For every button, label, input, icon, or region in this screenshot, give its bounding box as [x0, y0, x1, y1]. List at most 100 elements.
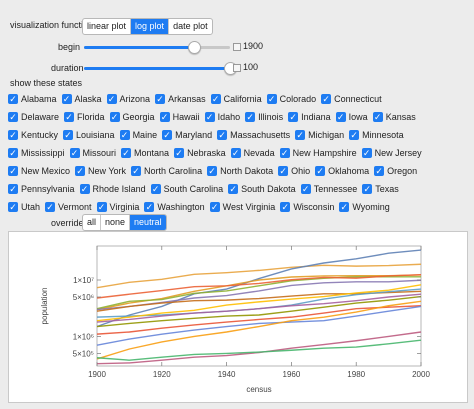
override-option-neutral[interactable]: neutral — [129, 215, 166, 230]
checkmark-icon[interactable]: ✓ — [155, 94, 166, 104]
state-checkbox[interactable]: ✓ Wyoming — [339, 202, 390, 212]
checkmark-icon[interactable]: ✓ — [339, 202, 350, 212]
state-checkbox[interactable]: ✓ North Carolina — [131, 166, 202, 176]
checkmark-icon[interactable]: ✓ — [210, 94, 221, 104]
state-checkbox[interactable]: ✓ Oklahoma — [315, 166, 369, 176]
checkmark-icon[interactable]: ✓ — [69, 148, 80, 158]
checkmark-icon[interactable]: ✓ — [204, 112, 215, 122]
viz-option-date[interactable]: date plot — [168, 19, 212, 34]
checkmark-icon[interactable]: ✓ — [279, 148, 290, 158]
checkmark-icon[interactable]: ✓ — [209, 202, 220, 212]
checkmark-icon[interactable]: ✓ — [144, 202, 155, 212]
viz-option-linear[interactable]: linear plot — [87, 21, 127, 31]
state-checkbox[interactable]: ✓ New York — [75, 166, 126, 176]
begin-expand-icon[interactable] — [233, 43, 241, 51]
checkmark-icon[interactable]: ✓ — [131, 166, 142, 176]
checkmark-icon[interactable]: ✓ — [8, 112, 18, 122]
state-checkbox[interactable]: ✓ Iowa — [335, 112, 368, 122]
duration-expand-icon[interactable] — [233, 64, 241, 72]
state-checkbox[interactable]: ✓ Florida — [64, 112, 105, 122]
checkmark-icon[interactable]: ✓ — [8, 148, 18, 158]
duration-slider[interactable] — [84, 62, 237, 75]
checkmark-icon[interactable]: ✓ — [335, 112, 346, 122]
checkmark-icon[interactable]: ✓ — [300, 184, 311, 194]
state-checkbox[interactable]: ✓ South Dakota — [228, 184, 296, 194]
state-checkbox[interactable]: ✓ Michigan — [295, 130, 344, 140]
checkmark-icon[interactable]: ✓ — [106, 94, 117, 104]
begin-slider[interactable] — [84, 41, 230, 54]
checkmark-icon[interactable]: ✓ — [349, 130, 360, 140]
checkmark-icon[interactable]: ✓ — [159, 112, 170, 122]
state-checkbox[interactable]: ✓ Massachusetts — [217, 130, 290, 140]
checkmark-icon[interactable]: ✓ — [217, 130, 228, 140]
checkmark-icon[interactable]: ✓ — [228, 184, 239, 194]
checkmark-icon[interactable]: ✓ — [119, 130, 130, 140]
checkmark-icon[interactable]: ✓ — [230, 148, 241, 158]
begin-slider-knob[interactable] — [187, 41, 201, 54]
override-option-all[interactable]: all — [87, 217, 97, 227]
state-checkbox[interactable]: ✓ Maryland — [162, 130, 212, 140]
state-checkbox[interactable]: ✓ Louisiana — [63, 130, 115, 140]
checkmark-icon[interactable]: ✓ — [8, 94, 18, 104]
state-checkbox[interactable]: ✓ Minnesota — [349, 130, 404, 140]
state-checkbox[interactable]: ✓ Virginia — [96, 202, 139, 212]
state-checkbox[interactable]: ✓ Kansas — [372, 112, 416, 122]
checkmark-icon[interactable]: ✓ — [8, 202, 18, 212]
state-checkbox[interactable]: ✓ Kentucky — [8, 130, 58, 140]
checkmark-icon[interactable]: ✓ — [245, 112, 256, 122]
checkmark-icon[interactable]: ✓ — [207, 166, 218, 176]
state-checkbox[interactable]: ✓ New Mexico — [8, 166, 70, 176]
state-checkbox[interactable]: ✓ Washington — [144, 202, 205, 212]
state-checkbox[interactable]: ✓ Connecticut — [321, 94, 382, 104]
state-checkbox[interactable]: ✓ Hawaii — [159, 112, 200, 122]
checkmark-icon[interactable]: ✓ — [79, 184, 90, 194]
checkmark-icon[interactable]: ✓ — [63, 130, 74, 140]
checkmark-icon[interactable]: ✓ — [361, 148, 372, 158]
checkmark-icon[interactable]: ✓ — [8, 166, 18, 176]
state-checkbox[interactable]: ✓ Tennessee — [300, 184, 357, 194]
state-checkbox[interactable]: ✓ Delaware — [8, 112, 59, 122]
state-checkbox[interactable]: ✓ Georgia — [109, 112, 155, 122]
state-checkbox[interactable]: ✓ Wisconsin — [280, 202, 334, 212]
state-checkbox[interactable]: ✓ Illinois — [245, 112, 283, 122]
checkmark-icon[interactable]: ✓ — [280, 202, 291, 212]
checkmark-icon[interactable]: ✓ — [321, 94, 332, 104]
state-checkbox[interactable]: ✓ Alaska — [61, 94, 102, 104]
checkmark-icon[interactable]: ✓ — [121, 148, 132, 158]
checkmark-icon[interactable]: ✓ — [109, 112, 120, 122]
state-checkbox[interactable]: ✓ California — [210, 94, 262, 104]
checkmark-icon[interactable]: ✓ — [61, 94, 72, 104]
state-checkbox[interactable]: ✓ Pennsylvania — [8, 184, 75, 194]
state-checkbox[interactable]: ✓ Nebraska — [174, 148, 226, 158]
state-checkbox[interactable]: ✓ Vermont — [45, 202, 92, 212]
state-checkbox[interactable]: ✓ West Virginia — [209, 202, 275, 212]
checkmark-icon[interactable]: ✓ — [295, 130, 306, 140]
checkmark-icon[interactable]: ✓ — [75, 166, 86, 176]
state-checkbox[interactable]: ✓ Montana — [121, 148, 169, 158]
state-checkbox[interactable]: ✓ Maine — [119, 130, 157, 140]
state-checkbox[interactable]: ✓ South Carolina — [150, 184, 223, 194]
state-checkbox[interactable]: ✓ Arkansas — [155, 94, 206, 104]
state-checkbox[interactable]: ✓ Missouri — [69, 148, 116, 158]
checkmark-icon[interactable]: ✓ — [315, 166, 326, 176]
checkmark-icon[interactable]: ✓ — [64, 112, 75, 122]
state-checkbox[interactable]: ✓ Rhode Island — [79, 184, 146, 194]
override-option-none[interactable]: none — [100, 215, 129, 230]
checkmark-icon[interactable]: ✓ — [374, 166, 385, 176]
checkmark-icon[interactable]: ✓ — [362, 184, 373, 194]
state-checkbox[interactable]: ✓ Colorado — [266, 94, 316, 104]
checkmark-icon[interactable]: ✓ — [174, 148, 185, 158]
checkmark-icon[interactable]: ✓ — [8, 130, 18, 140]
state-checkbox[interactable]: ✓ Arizona — [106, 94, 150, 104]
checkmark-icon[interactable]: ✓ — [278, 166, 289, 176]
state-checkbox[interactable]: ✓ Ohio — [278, 166, 310, 176]
state-checkbox[interactable]: ✓ Indiana — [288, 112, 331, 122]
checkmark-icon[interactable]: ✓ — [96, 202, 107, 212]
state-checkbox[interactable]: ✓ New Jersey — [361, 148, 422, 158]
state-checkbox[interactable]: ✓ North Dakota — [207, 166, 273, 176]
checkmark-icon[interactable]: ✓ — [266, 94, 277, 104]
checkmark-icon[interactable]: ✓ — [288, 112, 299, 122]
state-checkbox[interactable]: ✓ Idaho — [204, 112, 240, 122]
checkmark-icon[interactable]: ✓ — [45, 202, 56, 212]
checkmark-icon[interactable]: ✓ — [372, 112, 383, 122]
